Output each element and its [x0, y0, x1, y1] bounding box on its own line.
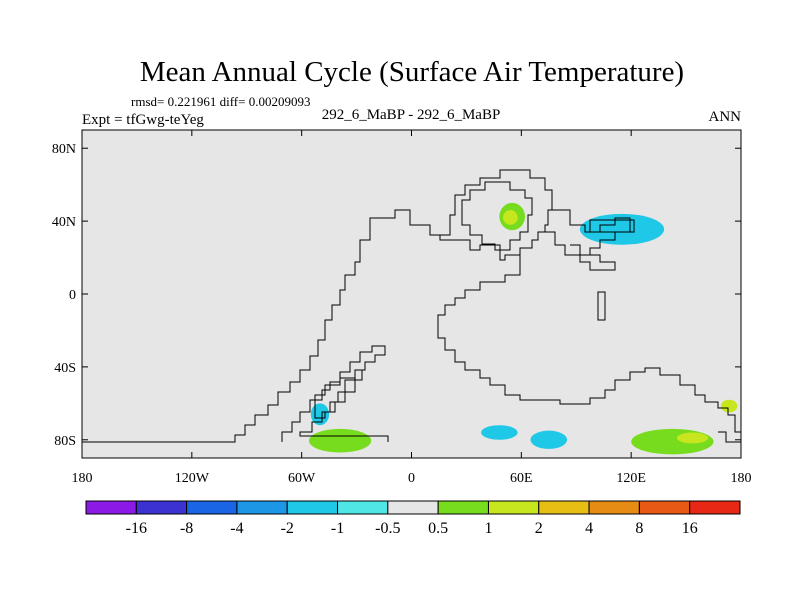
colorbar-label: -0.5 — [375, 520, 400, 537]
anomaly-layer — [308, 202, 738, 455]
colorbar: -16 -8 -4 -2 -1 -0.5 0.5 1 2 4 8 16 — [85, 500, 741, 537]
x-tick-label: 180 — [72, 471, 93, 486]
x-tick-label: 180 — [731, 471, 752, 486]
coastline-segment — [552, 209, 631, 255]
colorbar-swatch — [135, 500, 188, 515]
chart-title: Mean Annual Cycle (Surface Air Temperatu… — [140, 56, 684, 88]
colorbar-label: -16 — [126, 520, 147, 537]
colorbar-label: 4 — [585, 520, 593, 537]
colorbar-label: -4 — [230, 520, 243, 537]
y-axis: 80N 40N 0 40S 80S — [52, 142, 741, 449]
x-tick-label: 60E — [510, 471, 533, 486]
coastline-segment — [82, 260, 361, 443]
anomaly-ross-sea-warm — [720, 399, 738, 413]
colorbar-swatch — [487, 500, 540, 515]
x-tick-label: 60W — [288, 471, 316, 486]
anomaly-west-antarctic-warm — [308, 428, 372, 453]
coastline-segment — [461, 181, 533, 251]
colorbar-label: -8 — [180, 520, 193, 537]
stats-label: rmsd= 0.221961 diff= 0.00209093 — [131, 94, 310, 109]
colorbar-swatch — [437, 500, 489, 515]
colorbar-label: 16 — [682, 520, 698, 537]
x-tick-label: 120E — [616, 471, 646, 486]
anomaly-east-asia-cool — [579, 213, 665, 245]
colorbar-swatch — [588, 500, 640, 515]
coastline-segment — [281, 345, 389, 442]
season-label: ANN — [709, 109, 742, 125]
colorbar-label: 0.5 — [428, 520, 448, 537]
colorbar-swatch — [337, 500, 389, 515]
y-tick-label: 80S — [54, 434, 76, 449]
anomaly-southern-ocean-cool-1 — [481, 425, 518, 440]
plot-background — [82, 130, 741, 458]
x-axis: 180 120W 60W 0 60E 120E 180 — [72, 130, 752, 486]
coastline-layer — [82, 169, 741, 443]
coastline-segment — [440, 169, 553, 255]
y-tick-label: 80N — [52, 142, 76, 157]
y-tick-label: 40S — [54, 361, 76, 376]
colorbar-swatch — [186, 500, 238, 515]
colorbar-swatch — [85, 500, 137, 515]
coastline-segment — [718, 431, 741, 443]
coastline-segment — [314, 369, 363, 419]
colorbar-swatch — [236, 500, 288, 515]
colorbar-label: -1 — [331, 520, 344, 537]
colorbar-label: 2 — [535, 520, 543, 537]
anomaly-central-asia-warm-core — [503, 210, 518, 225]
y-tick-label: 0 — [69, 288, 76, 303]
experiment-label: Expt = tfGwg-teYeg — [82, 112, 204, 128]
case-label: 292_6_MaBP - 292_6_MaBP — [322, 107, 501, 123]
anomaly-southern-ocean-cool-2 — [530, 430, 568, 449]
coastline-segment — [597, 291, 606, 321]
x-tick-label: 0 — [408, 471, 415, 486]
colorbar-label: 8 — [635, 520, 643, 537]
coastline-segment — [359, 209, 741, 433]
colorbar-swatch — [689, 500, 741, 515]
y-tick-label: 40N — [52, 215, 76, 230]
coastline-segment — [589, 219, 635, 233]
x-tick-label: 120W — [175, 471, 210, 486]
anomaly-east-antarctic-warm-core — [676, 432, 709, 444]
colorbar-swatch — [538, 500, 590, 515]
colorbar-swatch — [387, 500, 439, 515]
colorbar-label: -2 — [281, 520, 294, 537]
colorbar-swatch — [638, 500, 691, 515]
plot-area: 180 120W 60W 0 60E 120E 180 80N 40N 0 40S 80S — [52, 129, 752, 486]
colorbar-label: 1 — [484, 520, 492, 537]
colorbar-swatch — [286, 500, 339, 515]
